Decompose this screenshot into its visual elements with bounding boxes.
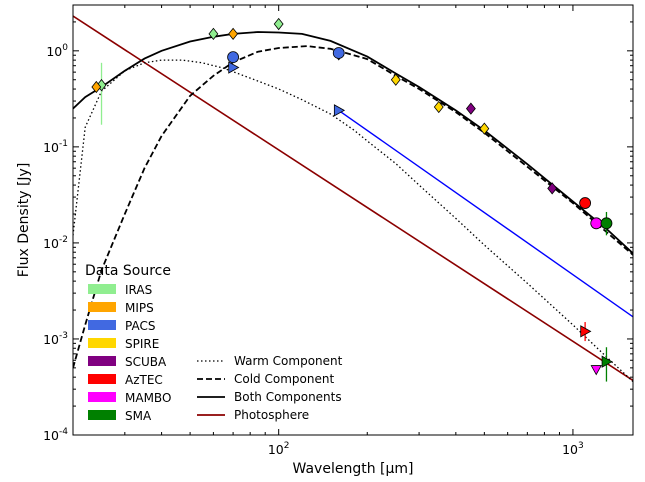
legend-swatch-spire [88,338,116,348]
data-point-pacs [333,104,346,117]
data-point-scuba [547,182,558,195]
legend-swatch-pacs [88,320,116,330]
data-point-scuba [465,102,476,115]
legend-label-aztec: AzTEC [125,373,163,387]
y-tick-label: 10-3 [43,331,68,347]
data-point-aztec [579,197,592,209]
legend-swatch-aztec [88,374,116,384]
both-components-curve [73,31,633,254]
data-points [91,17,613,382]
data-point-sma [600,217,613,230]
legend-label-mips: MIPS [125,301,154,315]
data-point-iras [208,27,219,41]
data-point-spire [433,100,444,114]
data-point-pacs [227,51,239,64]
data-point-pacs [228,61,240,74]
legend-swatch-scuba [88,356,116,366]
legend-label-spire: SPIRE [125,337,159,351]
data-point-iras [273,17,284,31]
photosphere-line [73,15,633,382]
x-axis-label: Wavelength [μm] [293,461,414,477]
plot-frame [72,4,634,436]
pacs-extrapolation-line [338,109,633,318]
data-point-pacs [332,47,345,59]
legend-label-warm-component: Warm Component [234,354,343,368]
y-axis-label: Flux Density [Jy] [16,163,32,278]
warm-component-curve [73,59,633,383]
legend-swatch-mambo [88,392,116,402]
model-curves [73,15,633,383]
y-tick-label: 100 [46,43,68,59]
legend-label-photosphere: Photosphere [234,408,309,422]
legend-label-pacs: PACS [125,319,155,333]
legend-title: Data Source [85,263,171,279]
data-point-aztec [580,325,592,338]
axis-ticks: 102 103 10-4 10-3 10-2 10-1 100 [43,4,633,457]
data-point-mips [91,80,102,94]
data-point-mips [228,27,239,41]
legend-label-both-components: Both Components [234,390,342,404]
y-tick-label: 10-4 [43,427,68,443]
legend-label-mambo: MAMBO [125,391,171,405]
data-point-mambo [590,217,603,230]
y-tick-label: 10-2 [43,235,68,251]
y-tick-label: 10-1 [43,139,68,155]
legend-swatch-sma [88,410,116,420]
plot-background [73,5,633,435]
legend-label-sma: SMA [125,409,152,423]
legend-swatch-mips [88,302,116,312]
x-tick-label: 103 [562,441,584,457]
x-tick-label: 102 [268,441,290,457]
legend-swatch-iras [88,284,116,294]
data-point-spire [390,73,401,86]
data-point-mambo [590,365,602,376]
legend-label-scuba: SCUBA [125,355,167,369]
legend: Data Source IRAS MIPS PACS SPIRE SCUBA AzTEC M… [85,263,343,423]
data-point-sma [601,355,613,368]
legend-label-iras: IRAS [125,283,152,297]
data-point-spire [479,122,490,135]
legend-label-cold-component: Cold Component [234,372,334,386]
